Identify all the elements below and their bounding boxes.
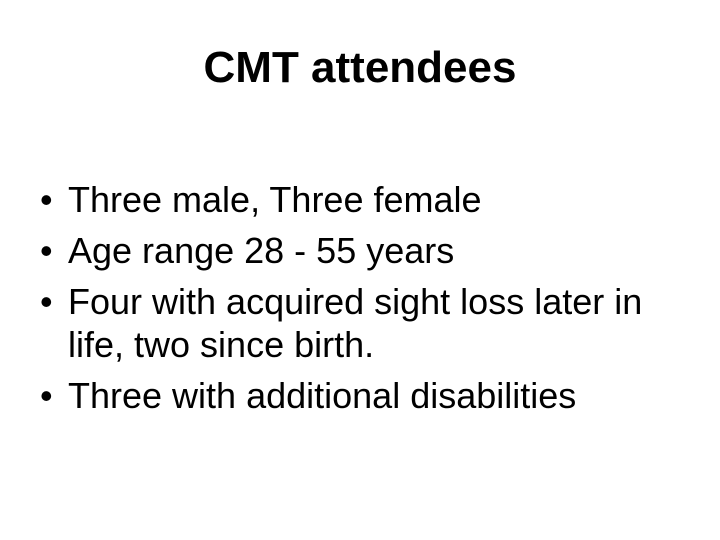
bullet-icon: • (40, 179, 53, 220)
bullet-item-text: Three male, Three female (68, 179, 482, 220)
bullet-item: • Three male, Three female (38, 178, 670, 221)
bullet-icon: • (40, 281, 53, 322)
bullet-item-text: Three with additional disabilities (68, 375, 577, 416)
bullet-list: • Three male, Three female • Age range 2… (38, 178, 670, 425)
slide-title: CMT attendees (203, 43, 517, 92)
bullet-item: • Three with additional disabilities (38, 374, 670, 417)
bullet-item-text: Age range 28 - 55 years (68, 230, 455, 271)
bullet-item-text: Four with acquired sight loss later in l… (68, 281, 643, 365)
bullet-icon: • (40, 230, 53, 271)
bullet-icon: • (40, 375, 53, 416)
bullet-item: • Age range 28 - 55 years (38, 229, 670, 272)
bullet-item: • Four with acquired sight loss later in… (38, 280, 670, 366)
